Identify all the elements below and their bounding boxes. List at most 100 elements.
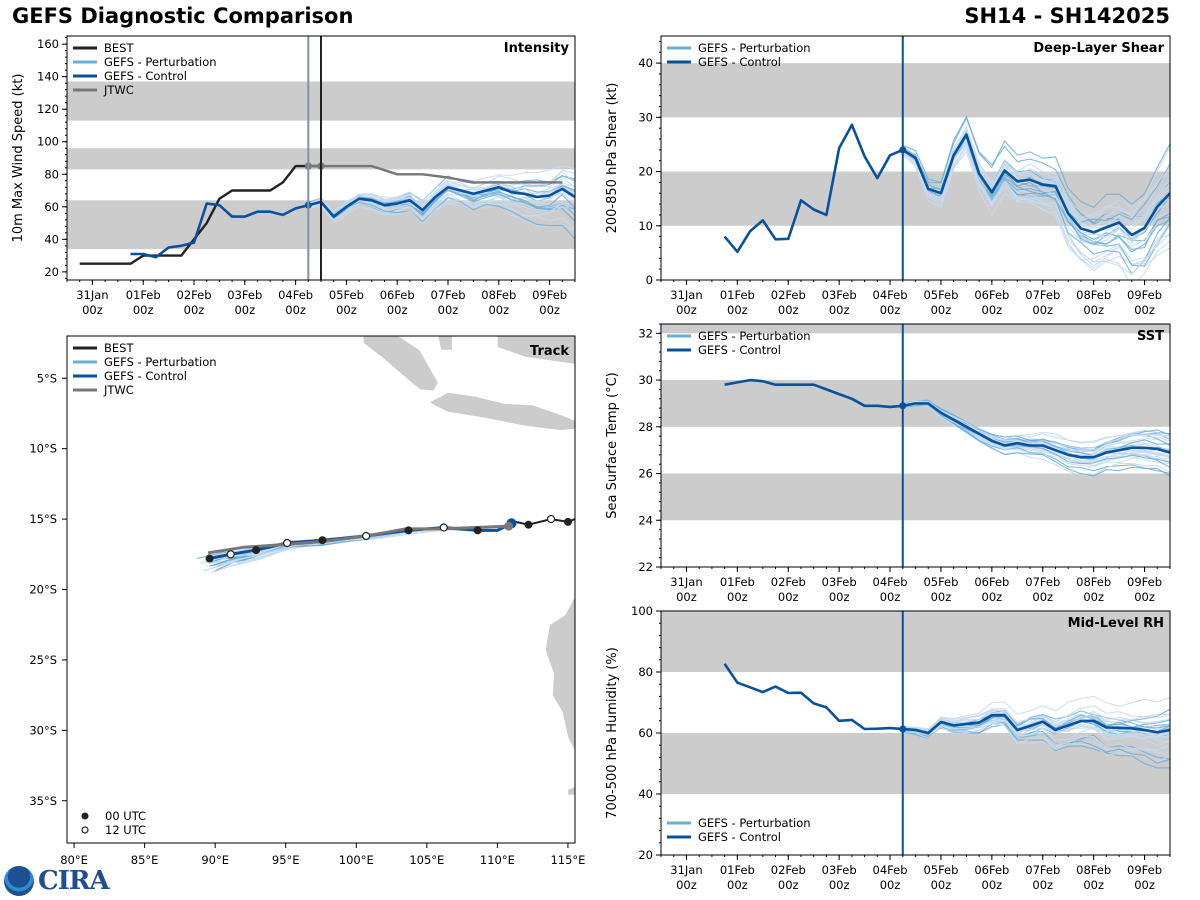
intensity-panel: 2040608010012014016031Jan00z01Feb00z02Fe… <box>11 35 576 317</box>
y-tick-label: 20 <box>638 165 653 179</box>
y-tick-label: 60 <box>638 726 653 740</box>
perturbation-member-line <box>902 404 1170 477</box>
x-tick-label: 00z <box>931 878 952 892</box>
panel-title: Intensity <box>504 41 570 56</box>
threshold-band <box>661 324 1170 334</box>
x-tick-label: 00z <box>931 590 952 604</box>
track-point-00utc <box>318 536 327 545</box>
y-tick-label: 0 <box>646 273 653 287</box>
x-tick-label: 31Jan <box>670 575 702 589</box>
track-point-00utc <box>205 554 214 563</box>
panel-title: Mid-Level RH <box>1068 616 1164 631</box>
y-tick-label: 60 <box>44 200 59 214</box>
landmass <box>567 786 575 796</box>
x-tick-label: 00z <box>778 878 799 892</box>
track-point-00utc <box>473 526 482 535</box>
perturbation-member-line <box>902 404 1170 467</box>
panel-title: SST <box>1137 329 1164 344</box>
x-tick-label: 00z <box>1083 878 1104 892</box>
x-tick-label: 00z <box>133 303 154 317</box>
x-tick-label: 03Feb <box>822 575 857 589</box>
landmass <box>362 336 439 392</box>
x-tick-label: 07Feb <box>1025 863 1060 877</box>
x-tick-label: 80°E <box>60 853 88 867</box>
x-tick-label: 00z <box>1032 878 1053 892</box>
x-tick-label: 03Feb <box>227 288 262 302</box>
rh-panel: 2040608010031Jan00z01Feb00z02Feb00z03Feb… <box>605 604 1171 892</box>
legend-marker-00utc <box>81 812 89 820</box>
page-title: GEFS Diagnostic Comparison <box>12 4 354 28</box>
x-tick-label: 105°E <box>409 853 444 867</box>
x-tick-label: 02Feb <box>771 575 806 589</box>
x-tick-label: 01Feb <box>720 575 755 589</box>
perturbation-member-line <box>308 169 575 217</box>
legend-label: 00 UTC <box>105 809 146 823</box>
legend-label: BEST <box>104 41 134 55</box>
x-tick-label: 100°E <box>339 853 374 867</box>
y-tick-label: 35°S <box>29 794 57 808</box>
y-tick-label: 30 <box>638 373 653 387</box>
x-tick-label: 04Feb <box>873 863 908 877</box>
y-axis-label: Sea Surface Temp (°C) <box>605 372 620 519</box>
best-series-line <box>79 164 321 265</box>
cira-logo: CIRA <box>38 866 110 896</box>
x-tick-label: 00z <box>184 303 205 317</box>
perturbation-member-line <box>902 695 1170 731</box>
control-series-line <box>723 663 1170 735</box>
x-tick-label: 09Feb <box>1127 575 1162 589</box>
legend-label: GEFS - Perturbation <box>104 355 217 369</box>
plot-area <box>661 63 1170 280</box>
track-point-12utc <box>362 531 371 541</box>
track-point-00utc <box>524 520 533 529</box>
x-tick-label: 110°E <box>480 853 515 867</box>
y-tick-label: 22 <box>638 560 653 574</box>
track-point-12utc <box>439 523 448 532</box>
x-tick-label: 08Feb <box>481 288 516 302</box>
legend-label: 12 UTC <box>105 823 146 837</box>
x-tick-label: 08Feb <box>1076 863 1111 877</box>
jtwc-series-line <box>308 164 563 184</box>
x-tick-label: 00z <box>676 303 697 317</box>
y-axis-label: 700-500 hPa Humidity (%) <box>605 647 620 819</box>
y-tick-label: 26 <box>638 467 653 481</box>
map-area <box>196 336 575 796</box>
x-tick-label: 00z <box>1083 590 1104 604</box>
perturbation-member-line <box>902 141 1170 246</box>
threshold-band <box>661 473 1170 521</box>
y-tick-label: 80 <box>44 167 59 181</box>
track-point-12utc <box>283 538 292 548</box>
x-tick-label: 02Feb <box>771 288 806 302</box>
track-point-00utc <box>252 546 261 555</box>
x-tick-label: 00z <box>727 303 748 317</box>
y-tick-label: 100 <box>631 604 653 618</box>
x-tick-label: 00z <box>778 303 799 317</box>
legend-marker-12utc <box>81 826 89 834</box>
y-tick-label: 140 <box>37 70 59 84</box>
perturbation-member-line <box>902 707 1170 733</box>
landmass <box>545 596 575 752</box>
control-series-line <box>723 123 1170 254</box>
x-tick-label: 00z <box>1134 590 1155 604</box>
y-tick-label: 40 <box>44 232 59 246</box>
x-tick-label: 05Feb <box>923 288 958 302</box>
x-tick-label: 00z <box>234 303 255 317</box>
control-series-line <box>724 378 1170 459</box>
perturbation-member-line <box>902 401 1170 449</box>
legend-label: GEFS - Perturbation <box>104 55 217 69</box>
legend-label: JTWC <box>103 383 134 397</box>
x-tick-label: 01Feb <box>720 863 755 877</box>
x-tick-label: 00z <box>1083 303 1104 317</box>
x-tick-label: 00z <box>880 590 901 604</box>
legend-label: JTWC <box>103 83 134 97</box>
x-tick-label: 31Jan <box>670 863 702 877</box>
track-point-12utc <box>546 514 556 524</box>
x-tick-label: 09Feb <box>1127 863 1162 877</box>
y-tick-label: 40 <box>638 56 653 70</box>
plot-area <box>661 611 1170 794</box>
x-tick-label: 00z <box>1032 303 1053 317</box>
